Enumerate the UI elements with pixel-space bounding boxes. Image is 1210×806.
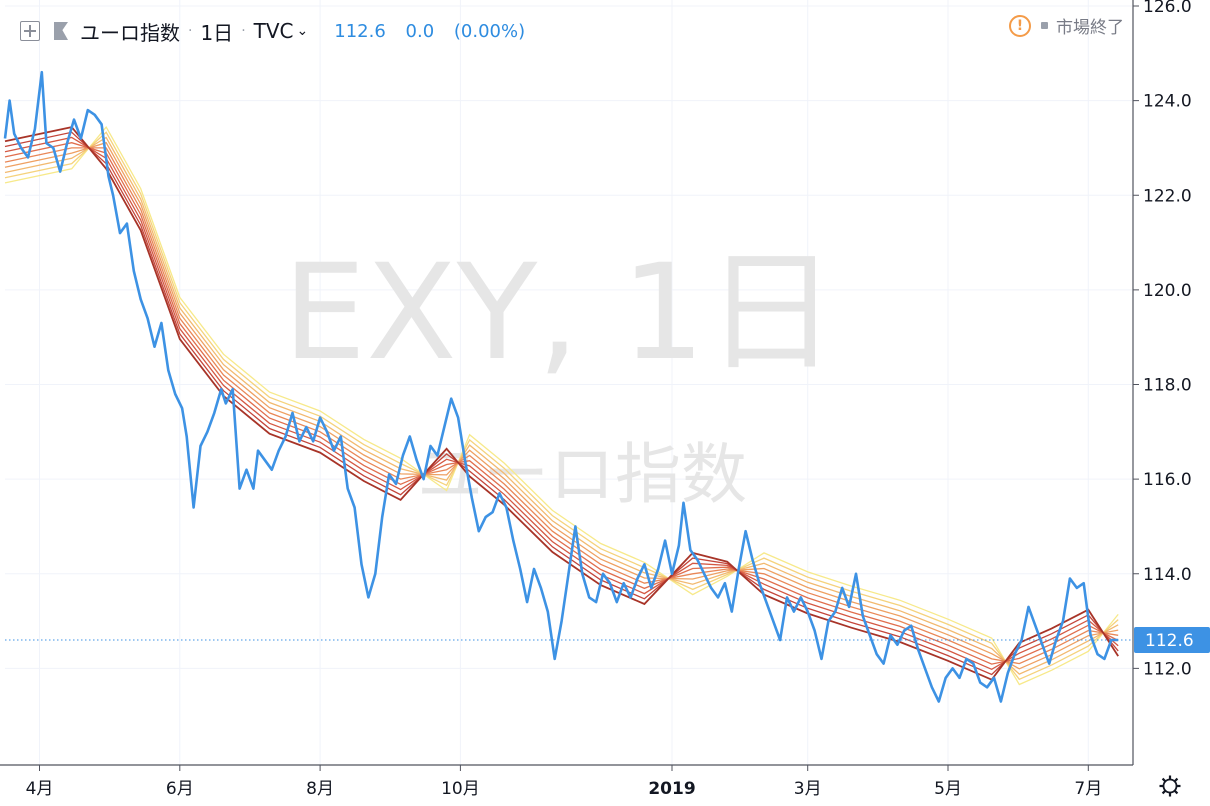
legend-price: 112.6 <box>334 20 386 42</box>
ma-line-9 <box>4 126 1119 681</box>
ma-line-5 <box>4 147 1119 665</box>
plus-square-icon[interactable] <box>20 21 40 41</box>
ma-line-8 <box>4 131 1119 676</box>
ma-ribbon <box>4 125 1119 686</box>
legend-separator: · <box>241 23 246 39</box>
x-axis[interactable]: 4月 6月 8月 10月 2019 3月 5月 7月 <box>0 764 1133 799</box>
exchange-label[interactable]: TVC <box>253 19 294 43</box>
gear-icon[interactable] <box>1159 775 1181 797</box>
price-series-line <box>3 70 1119 703</box>
interval-label[interactable]: 1日 <box>200 20 234 45</box>
symbol-legend: ユーロ指数 · 1日 · TVC ⌄ 112.6 0.0 (0.00%) <box>20 16 539 46</box>
y-tick-label: 124.0 <box>1143 92 1192 112</box>
alert-circle-icon[interactable]: ! <box>1009 14 1031 37</box>
gear-icon-tooth <box>1174 777 1179 782</box>
ma-line-3 <box>4 136 1119 675</box>
y-tick-label: 122.0 <box>1143 186 1192 206</box>
symbol-name[interactable]: ユーロ指数 <box>80 20 180 45</box>
legend-separator: · <box>188 23 193 39</box>
x-tick-label: 10月 <box>441 779 480 799</box>
x-tick-label: 7月 <box>1074 779 1102 799</box>
y-tick-label: 112.0 <box>1143 659 1192 679</box>
y-tick-label: 126.0 <box>1143 0 1192 17</box>
chevron-down-icon[interactable]: ⌄ <box>296 23 309 39</box>
gear-icon-tooth <box>1161 777 1166 782</box>
legend-change-pct: (0.00%) <box>453 20 526 42</box>
gear-icon-tooth <box>1174 790 1179 795</box>
market-status-text: 市場終了 <box>1056 18 1124 38</box>
ma-line-2 <box>4 131 1119 681</box>
grid-lines <box>5 0 1132 765</box>
x-tick-label: 4月 <box>26 779 54 799</box>
market-status: ! 市場終了 <box>1009 13 1124 38</box>
gear-icon-ring <box>1162 778 1178 794</box>
y-tick-label: 116.0 <box>1143 470 1192 490</box>
legend-change: 0.0 <box>405 20 435 42</box>
ma-line-4 <box>4 141 1119 670</box>
flag-icon[interactable] <box>54 22 68 40</box>
y-tick-label: 120.0 <box>1143 281 1192 301</box>
status-dot-icon <box>1041 22 1048 29</box>
ma-line-1 <box>4 125 1119 686</box>
x-tick-label: 5月 <box>934 779 962 799</box>
y-tick-label: 118.0 <box>1143 376 1192 396</box>
x-tick-label: 3月 <box>794 779 822 799</box>
y-tick-label: 114.0 <box>1143 565 1192 585</box>
watermark-ticker: EXY, 1日 <box>283 236 837 390</box>
price-badge-label: 112.6 <box>1145 631 1194 651</box>
legend-values: 112.6 0.0 (0.00%) <box>334 21 539 42</box>
x-tick-label: 6月 <box>166 779 194 799</box>
ma-line-7 <box>4 136 1119 671</box>
x-tick-label: 8月 <box>306 779 334 799</box>
ma-line-6 <box>4 142 1119 665</box>
current-price-badge: 112.6 <box>1134 626 1210 653</box>
y-axis[interactable]: 112.0 114.0 116.0 118.0 120.0 122.0 124.0 126.0 <box>1132 0 1192 765</box>
x-tick-label: 2019 <box>648 779 695 799</box>
price-badge-bg <box>1134 626 1210 653</box>
gear-icon-tooth <box>1161 790 1166 795</box>
